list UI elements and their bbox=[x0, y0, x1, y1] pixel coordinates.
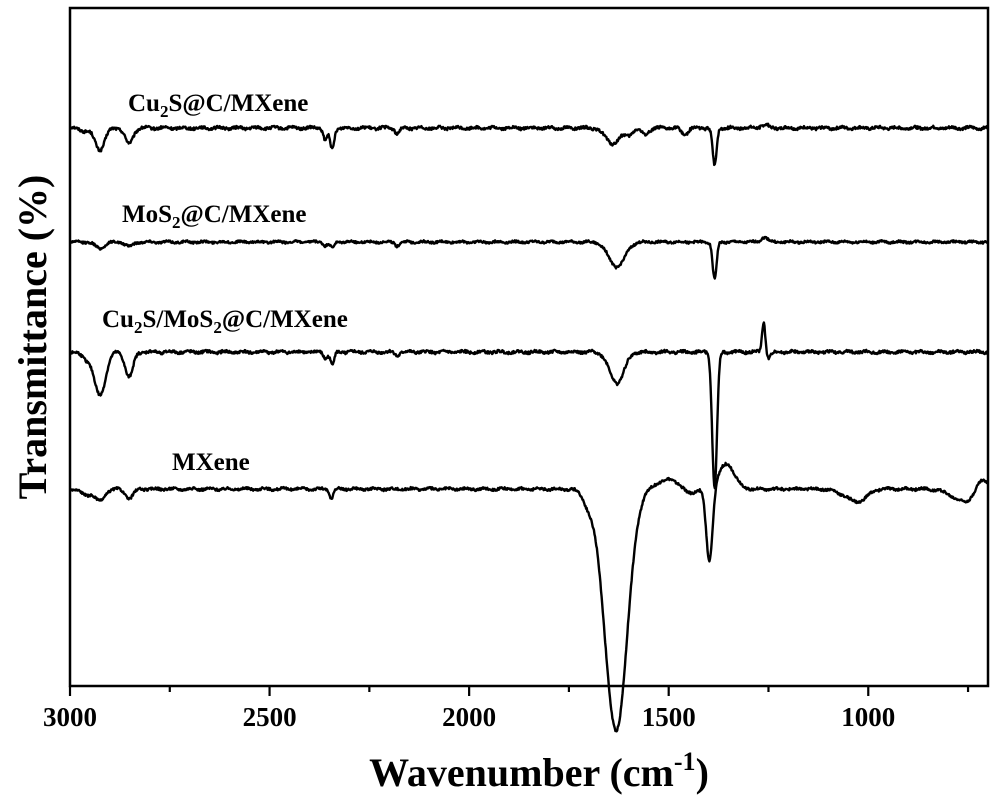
plot-frame bbox=[68, 6, 990, 688]
series-label-2: MoS2@C/MXene bbox=[122, 201, 307, 232]
label-layer: Cu2S@C/MXene MoS2@C/MXene Cu2S/MoS2@C/MXen… bbox=[10, 90, 895, 795]
series-label-3: Cu2S/MoS2@C/MXene bbox=[102, 306, 348, 337]
x-tick-label-1000: 1000 bbox=[841, 702, 895, 732]
x-tick-label-3000: 3000 bbox=[43, 702, 97, 732]
series-label-1: Cu2S@C/MXene bbox=[128, 90, 308, 121]
series-line-3 bbox=[69, 321, 989, 490]
axis-layer bbox=[68, 6, 990, 696]
x-tick-label-2000: 2000 bbox=[442, 702, 496, 732]
y-axis-title: Transmittance (%) bbox=[10, 175, 55, 500]
series-line-4 bbox=[69, 461, 989, 733]
series-line-1 bbox=[69, 122, 989, 167]
series-layer bbox=[69, 122, 989, 733]
x-tick-label-1500: 1500 bbox=[642, 702, 696, 732]
series-label-4: MXene bbox=[172, 449, 250, 476]
x-tick-label-2500: 2500 bbox=[243, 702, 297, 732]
series-line-2 bbox=[69, 235, 989, 280]
x-axis-title: Wavenumber (cm-1) bbox=[369, 747, 709, 795]
